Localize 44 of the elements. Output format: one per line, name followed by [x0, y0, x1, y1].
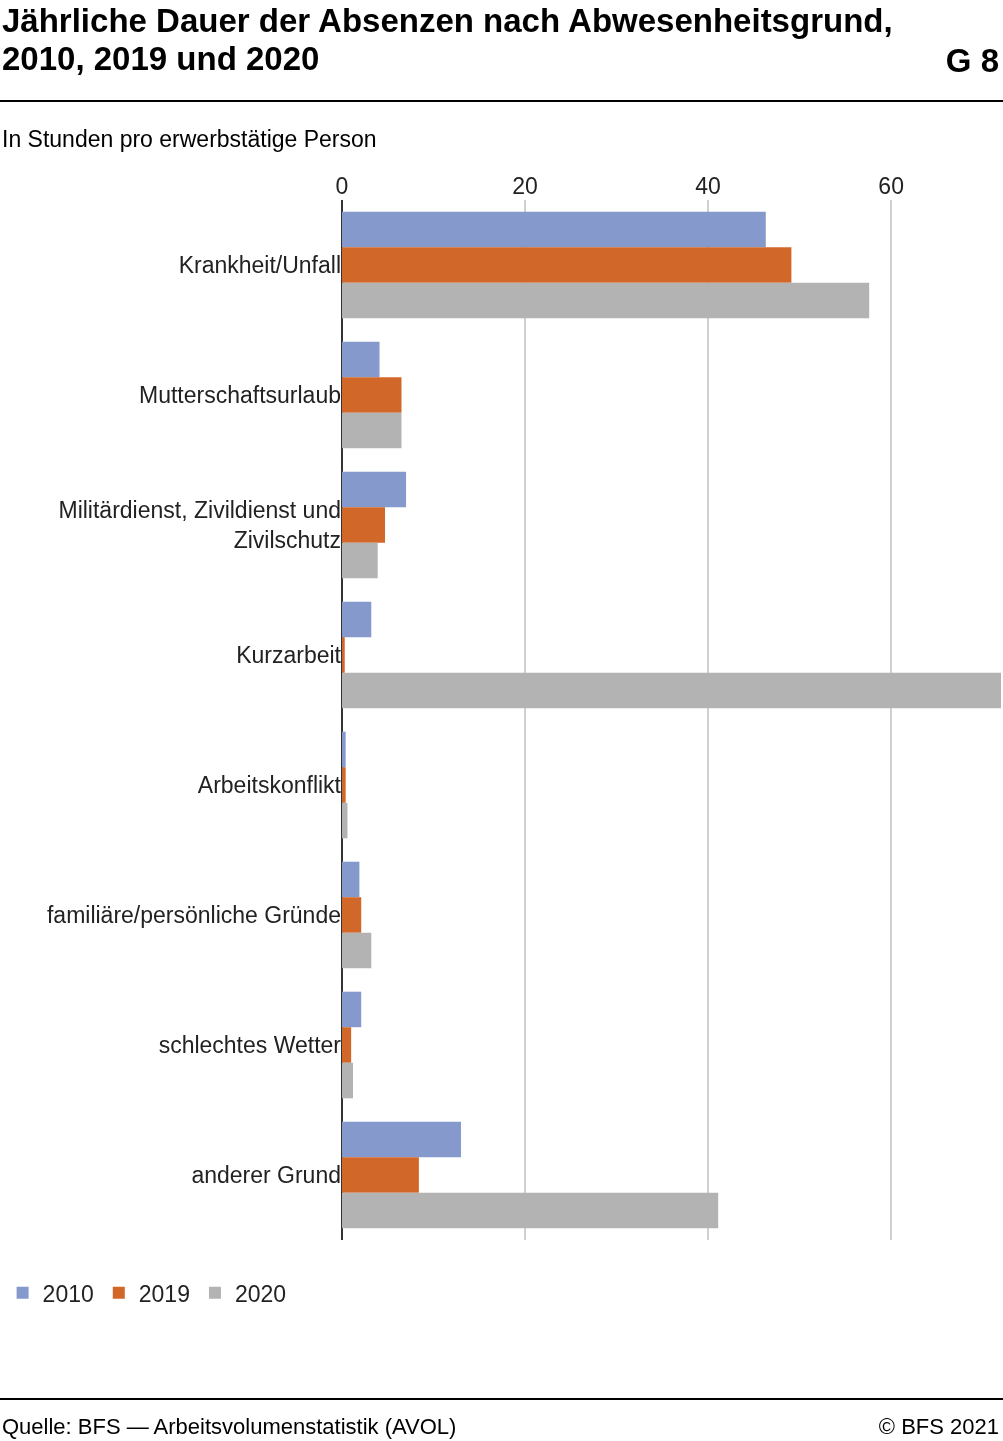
y-tick-label: Arbeitskonflikt	[197, 772, 342, 799]
bar	[342, 1157, 419, 1193]
bar	[342, 672, 1001, 709]
text: © BFS 2021	[878, 1414, 999, 1440]
bar	[342, 1121, 461, 1158]
legend-label: 2019	[138, 1280, 190, 1307]
bar	[342, 282, 870, 319]
bar	[342, 637, 345, 673]
y-tick-label: schlechtes Wetter	[158, 1032, 342, 1059]
bar	[342, 601, 372, 638]
bar	[342, 247, 792, 283]
bar	[342, 897, 362, 933]
bar	[342, 991, 362, 1028]
bar	[342, 1192, 719, 1229]
legend-label: 2020	[234, 1280, 287, 1307]
bar	[342, 341, 380, 378]
bar	[342, 542, 378, 579]
bar	[342, 1027, 352, 1063]
bar	[342, 471, 407, 508]
bar	[342, 507, 386, 543]
x-tick-label: 60	[878, 173, 904, 200]
bar	[342, 861, 360, 898]
bar	[342, 731, 346, 768]
legend-label: 2010	[42, 1280, 94, 1307]
x-tick-label: 40	[695, 173, 721, 200]
bar	[342, 377, 402, 413]
x-tick-label: 0	[335, 173, 349, 200]
y-tick-label: Militärdienst, Zivildienst und Zivilschutz	[58, 497, 341, 553]
chart-title: Jährliche Dauer der Absenzen nach Abwesenheitsgrund, 2010, 2019 und 2020	[2, 2, 894, 78]
y-tick-label: familiäre/persönliche Gründe	[46, 902, 341, 929]
text: G 8	[945, 42, 999, 80]
bar	[342, 767, 346, 803]
bar	[342, 211, 766, 248]
y-tick-label: Kurzarbeit	[236, 642, 342, 669]
x-axis-title: In Stunden pro erwerbstätige Person	[2, 126, 377, 153]
source-note: Quelle: BFS — Arbeitsvolumenstatistik (AVOL)	[2, 1414, 457, 1440]
y-tick-label: Krankheit/Unfall	[178, 252, 341, 279]
bar	[342, 412, 402, 449]
bar	[342, 932, 372, 969]
bar	[342, 1062, 353, 1099]
y-tick-label: anderer Grund	[191, 1162, 341, 1189]
y-tick-label: Mutterschaftsurlaub	[139, 382, 341, 409]
bar	[342, 802, 348, 839]
x-tick-label: 20	[512, 173, 538, 200]
